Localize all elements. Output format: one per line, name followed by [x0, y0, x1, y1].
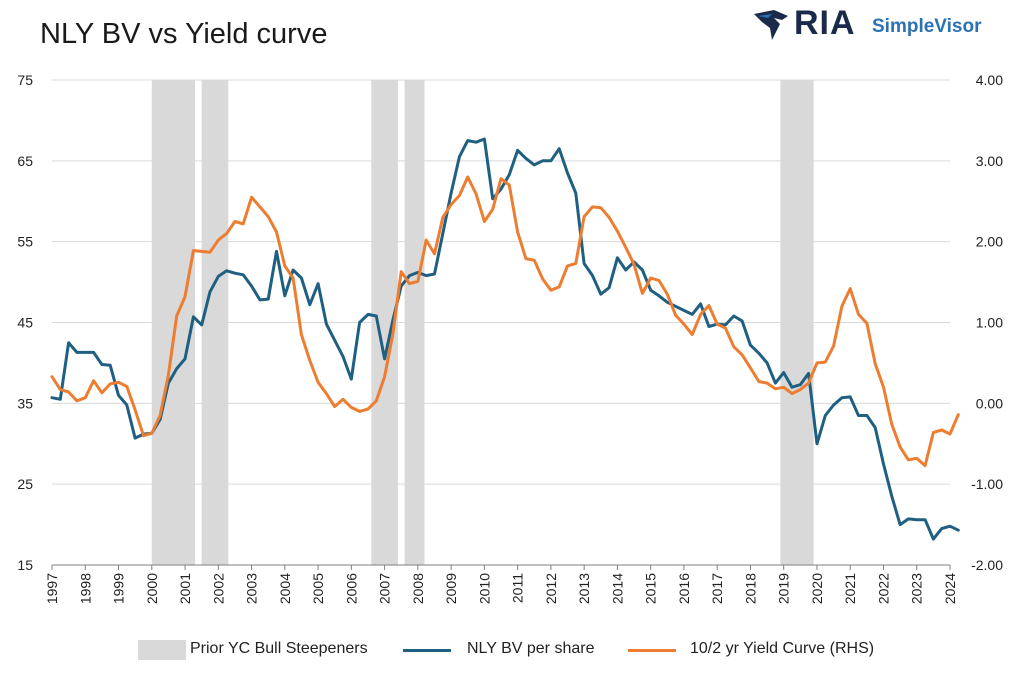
logo-product: SimpleVisor [872, 16, 982, 37]
x-tick-label: 2001 [177, 573, 193, 604]
y-left-tick-label: 25 [17, 476, 33, 492]
x-tick-label: 2000 [144, 573, 160, 604]
eagle-icon [754, 10, 788, 40]
y-right-tick-label: -2.00 [971, 557, 1003, 573]
x-tick-label: 2016 [676, 573, 692, 604]
y-right-tick-label: 4.00 [976, 72, 1003, 88]
chart: 75 65 55 45 35 25 15 4.00 3.00 2.00 1.00 0.00 -1.00 -… [17, 72, 1003, 604]
legend-label-curve: 10/2 yr Yield Curve (RHS) [690, 640, 875, 657]
x-tick-label: 1997 [44, 573, 60, 604]
y-left-tick-label: 65 [17, 153, 33, 169]
x-tick-label: 2006 [343, 573, 359, 604]
legend-swatch-nly [403, 649, 451, 652]
axes: 75 65 55 45 35 25 15 4.00 3.00 2.00 1.00 0.00 -1.00 -… [17, 72, 1003, 604]
x-tick-label: 2015 [643, 573, 659, 604]
x-tick-label: 2004 [277, 573, 293, 604]
x-tick-label: 2011 [510, 573, 526, 603]
x-tick-label: 2024 [942, 573, 958, 604]
x-tick-label: 2020 [809, 573, 825, 604]
x-tick-label: 2010 [476, 573, 492, 604]
y-left-tick-label: 45 [17, 315, 33, 331]
x-tick-label: 2013 [576, 573, 592, 604]
x-tick-label: 2007 [377, 573, 393, 604]
legend-swatch-box [138, 640, 186, 660]
y-left-tick-label: 35 [17, 395, 33, 411]
chart-title: NLY BV vs Yield curve [40, 18, 328, 50]
y-right-tick-label: 3.00 [976, 153, 1003, 169]
x-tick-label: 2014 [609, 573, 625, 604]
y-left-tick-label: 75 [17, 72, 33, 88]
x-tick-label: 2005 [310, 573, 326, 604]
logo-brand: RIA [794, 4, 856, 42]
series-lines [50, 137, 960, 541]
x-tick-label: 2009 [443, 573, 459, 604]
legend-label-steepeners: Prior YC Bull Steepeners [190, 640, 368, 657]
x-tick-label: 2023 [909, 573, 925, 604]
legend-label-nly: NLY BV per share [467, 640, 595, 657]
y-right-tick-label: -1.00 [971, 476, 1003, 492]
legend-swatch-curve [628, 649, 676, 652]
y-left-tick-label: 15 [17, 557, 33, 573]
y-right-tick-label: 1.00 [976, 315, 1003, 331]
x-tick-label: 2002 [210, 573, 226, 604]
legend: Prior YC Bull Steepeners NLY BV per shar… [0, 632, 1024, 668]
x-tick-label: 2012 [543, 573, 559, 604]
x-tick-label: 2018 [742, 573, 758, 604]
x-tick-label: 2021 [842, 573, 858, 604]
x-tick-label: 1999 [111, 573, 127, 604]
y-right-tick-label: 2.00 [976, 234, 1003, 250]
y-left-tick-label: 55 [17, 234, 33, 250]
x-tick-label: 2017 [709, 573, 725, 604]
x-tick-label: 2022 [875, 573, 891, 604]
x-tick-label: 1998 [77, 573, 93, 604]
x-tick-label: 2008 [410, 573, 426, 604]
x-tick-label: 2003 [244, 573, 260, 604]
ria-logo: RIA SimpleVisor [752, 4, 1002, 44]
y-right-tick-label: 0.00 [976, 395, 1003, 411]
series-line-yield-curve [50, 175, 960, 468]
x-tick-label: 2019 [776, 573, 792, 604]
